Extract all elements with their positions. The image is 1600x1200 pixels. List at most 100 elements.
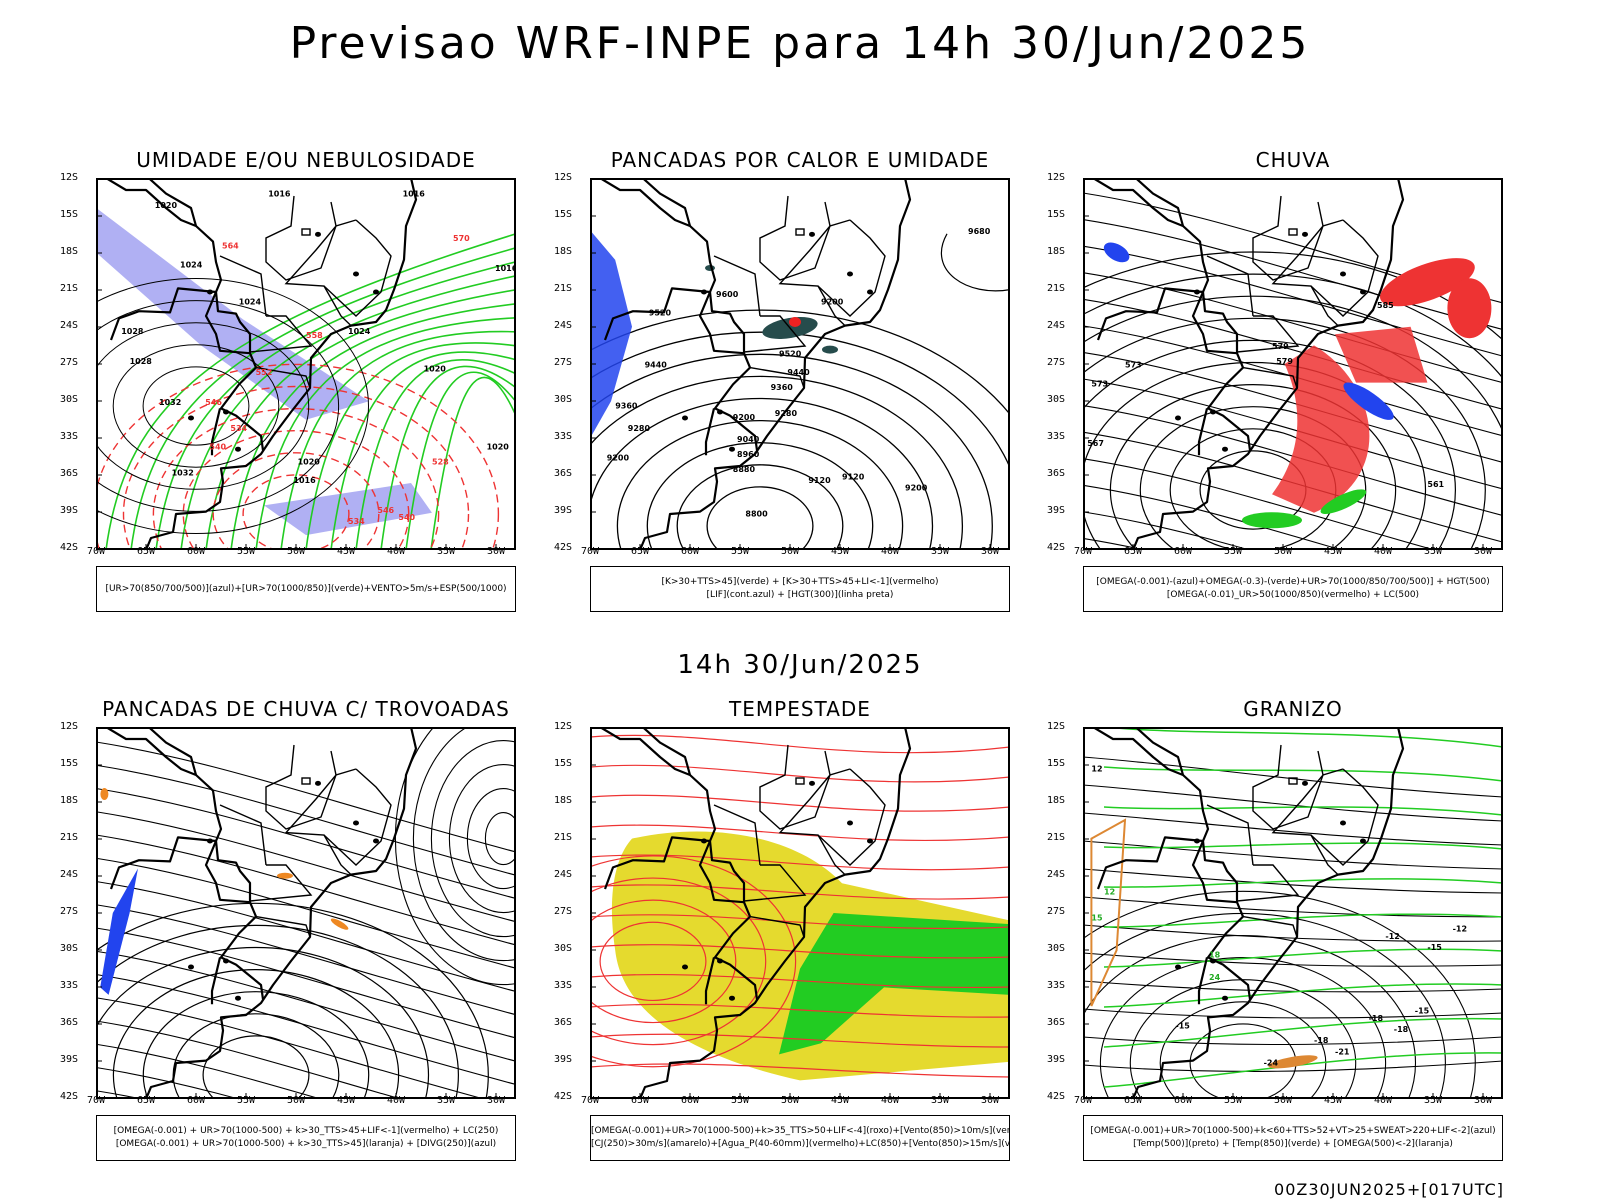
lat-tick-label: 21S bbox=[60, 832, 79, 843]
lon-tick-label: 35W bbox=[930, 546, 950, 557]
contour-label: 558 bbox=[306, 331, 323, 340]
lat-tick-label: 33S bbox=[554, 980, 573, 991]
contour-label: 1020 bbox=[155, 201, 178, 210]
contour-label: 9280 bbox=[775, 409, 798, 418]
panel-legend: [OMEGA(-0.001) + UR>70(1000-500) + k>30_… bbox=[96, 1115, 516, 1161]
lon-tick-label: 65W bbox=[1123, 546, 1143, 557]
contour-label: 1032 bbox=[159, 398, 181, 407]
lon-tick-label: 40W bbox=[386, 1095, 406, 1106]
lon-tick-label: 65W bbox=[1123, 1095, 1143, 1106]
lat-tick-label: 18S bbox=[554, 795, 573, 806]
contour-label: 1028 bbox=[130, 357, 153, 366]
lat-tick-label: 21S bbox=[1047, 832, 1066, 843]
contour-label: 9440 bbox=[645, 361, 668, 370]
contour-label: 1020 bbox=[487, 443, 510, 452]
lat-tick-label: 36S bbox=[554, 468, 573, 479]
lon-tick-label: 35W bbox=[1423, 546, 1443, 557]
legend-line: [OMEGA(-0.001) + UR>70(1000-500) + k>30_… bbox=[115, 1139, 497, 1149]
contour-label: 9600 bbox=[716, 290, 739, 299]
lon-tick-label: 45W bbox=[830, 1095, 850, 1106]
lat-tick-label: 15S bbox=[1047, 209, 1066, 220]
lat-tick-label: 21S bbox=[1047, 283, 1066, 294]
lat-tick-label: 39S bbox=[60, 1054, 79, 1065]
legend-line: [OMEGA(-0.01)_UR>50(1000/850)(vermelho) … bbox=[1166, 590, 1420, 600]
lat-tick-label: 18S bbox=[60, 246, 79, 257]
contour-label: -21 bbox=[1335, 1047, 1350, 1056]
contour-label: 9200 bbox=[733, 413, 756, 422]
contour-label: -15 bbox=[1175, 1021, 1190, 1030]
lon-tick-label: 60W bbox=[1173, 546, 1193, 557]
lat-tick-label: 36S bbox=[60, 468, 79, 479]
lon-tick-label: 40W bbox=[1373, 1095, 1393, 1106]
panel-6: GRANIZO 12 -12 -15 -18 -21 -24 -18 -15 -12 18 15 12 2… bbox=[1047, 697, 1503, 1163]
lat-tick-label: 12S bbox=[1047, 721, 1066, 732]
lon-tick-label: 60W bbox=[186, 546, 206, 557]
lat-tick-label: 18S bbox=[554, 246, 573, 257]
contour-label: 540 bbox=[209, 443, 226, 452]
map-frame: 585 579 573 567 573 579 561 bbox=[1083, 178, 1503, 550]
contour-label: 9040 bbox=[737, 435, 760, 444]
lon-tick-label: 30W bbox=[1473, 1095, 1493, 1106]
panel-title: GRANIZO bbox=[1243, 697, 1343, 721]
map-svg: 9680 9600 9520 9520 9440 9360 9280 9200 9200 9440… bbox=[590, 178, 1010, 550]
panel-legend: [OMEGA(-0.001)+UR>70(1000-500)+k>35_TTS>… bbox=[590, 1115, 1010, 1161]
lat-tick-label: 39S bbox=[1047, 1054, 1066, 1065]
legend-line: [OMEGA(-0.001)-(azul)+OMEGA(-0.3)-(verde… bbox=[1096, 577, 1490, 587]
lat-tick-label: 33S bbox=[554, 431, 573, 442]
panel-legend: [UR>70(850/700/500)](azul)+[UR>70(1000/8… bbox=[96, 566, 516, 612]
contour-label: 9280 bbox=[628, 424, 651, 433]
lon-tick-label: 55W bbox=[730, 1095, 750, 1106]
contour-label: 12 bbox=[1091, 765, 1102, 774]
legend-line: [OMEGA(-0.001) + UR>70(1000-500) + k>30_… bbox=[113, 1126, 499, 1136]
contour-label: 570 bbox=[453, 234, 470, 243]
lon-tick-label: 70W bbox=[580, 1095, 600, 1106]
lat-tick-label: 24S bbox=[554, 320, 573, 331]
lat-tick-label: 36S bbox=[1047, 1017, 1066, 1028]
contour-label: -12 bbox=[1453, 925, 1467, 934]
contour-label: 9200 bbox=[905, 483, 928, 492]
contour-label: 9440 bbox=[787, 368, 810, 377]
lon-tick-label: 45W bbox=[830, 546, 850, 557]
lon-tick-label: 35W bbox=[1423, 1095, 1443, 1106]
contour-label: 9200 bbox=[821, 297, 844, 306]
contour-label: 1024 bbox=[348, 327, 371, 336]
lat-tick-label: 12S bbox=[60, 721, 79, 732]
lat-tick-label: 27S bbox=[554, 357, 573, 368]
map-frame: 9680 9600 9520 9520 9440 9360 9280 9200 9200 9440… bbox=[590, 178, 1010, 550]
legend-line: [OMEGA(-0.001)+UR>70(1000-500)+k>35_TTS>… bbox=[591, 1126, 1009, 1136]
lat-tick-label: 21S bbox=[60, 283, 79, 294]
lon-tick-label: 30W bbox=[486, 546, 506, 557]
lat-tick-label: 12S bbox=[60, 172, 79, 183]
lat-tick-label: 33S bbox=[60, 431, 79, 442]
lat-tick-label: 30S bbox=[554, 394, 573, 405]
lon-tick-label: 65W bbox=[630, 546, 650, 557]
map-svg bbox=[590, 727, 1010, 1099]
legend-line: [CJ(250)>30m/s](amarelo)+[Agua_P(40-60mm… bbox=[591, 1139, 1009, 1149]
lat-tick-label: 24S bbox=[1047, 320, 1066, 331]
contour-label: 552 bbox=[256, 368, 273, 377]
lon-tick-label: 50W bbox=[286, 1095, 306, 1106]
lat-tick-label: 18S bbox=[60, 795, 79, 806]
contour-label: 573 bbox=[1091, 379, 1108, 388]
lon-tick-label: 50W bbox=[286, 546, 306, 557]
lat-tick-label: 24S bbox=[60, 869, 79, 880]
contour-label: 9120 bbox=[808, 476, 831, 485]
lat-tick-label: 27S bbox=[1047, 906, 1066, 917]
lat-tick-label: 27S bbox=[60, 357, 79, 368]
lat-tick-label: 12S bbox=[1047, 172, 1066, 183]
lon-tick-label: 65W bbox=[136, 1095, 156, 1106]
contour-label: 9520 bbox=[779, 350, 802, 359]
legend-line: [Temp(500)](preto) + [Temp(850)](verde) … bbox=[1133, 1139, 1453, 1149]
lat-tick-label: 39S bbox=[1047, 505, 1066, 516]
contour-label: 1016 bbox=[495, 264, 516, 273]
lat-tick-label: 30S bbox=[60, 943, 79, 954]
lat-tick-label: 42S bbox=[1047, 542, 1066, 553]
lon-tick-label: 45W bbox=[336, 1095, 356, 1106]
lon-tick-label: 55W bbox=[236, 546, 256, 557]
panel-title: PANCADAS DE CHUVA C/ TROVOADAS bbox=[102, 697, 510, 721]
contour-label: 9680 bbox=[968, 227, 991, 236]
panel-legend: [K>30+TTS>45](verde) + [K>30+TTS>45+LI<-… bbox=[590, 566, 1010, 612]
lon-tick-label: 65W bbox=[136, 546, 156, 557]
map-frame: 12 -12 -15 -18 -21 -24 -18 -15 -12 18 15 12 24 -15 -18 bbox=[1083, 727, 1503, 1099]
legend-line: [OMEGA(-0.001)+UR>70(1000-500)+k<60+TTS>… bbox=[1090, 1126, 1496, 1136]
